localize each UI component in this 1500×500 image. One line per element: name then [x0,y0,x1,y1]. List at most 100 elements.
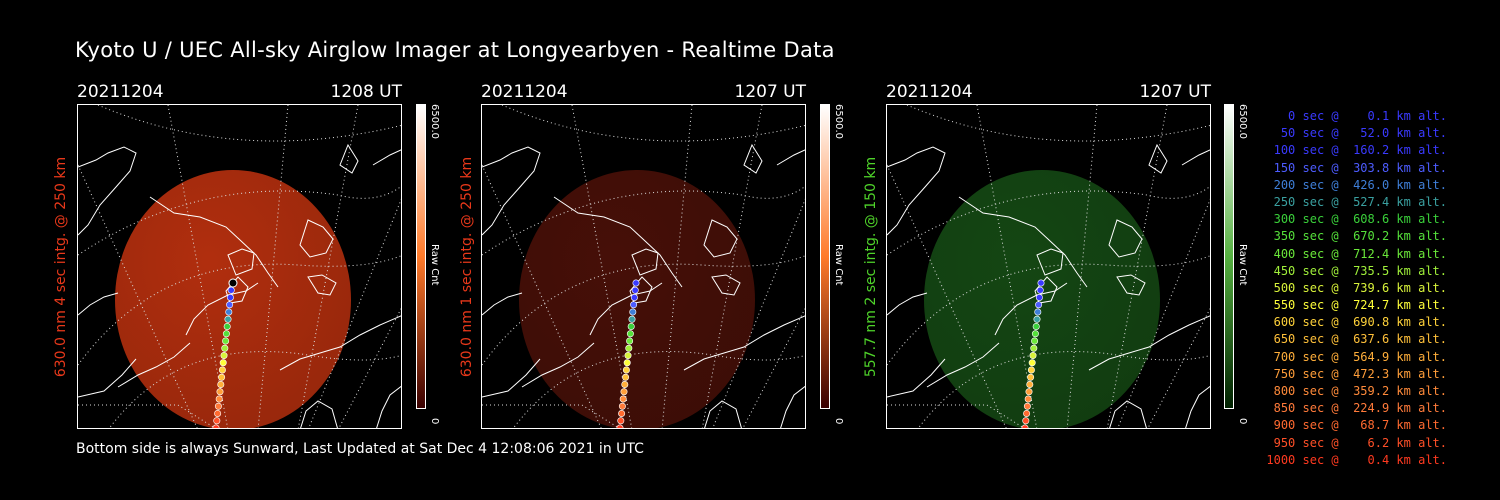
imager-panel-2: 20211204 1207 UT [481,82,806,430]
trajectory-point [223,323,231,331]
trajectory-point [1029,352,1037,360]
panel-2-colorbar [820,104,830,409]
legend-row: 550 sec @ 724.7 km alt. [1266,298,1447,313]
trajectory-point [1027,366,1035,374]
legend-row: 50 sec @ 52.0 km alt. [1266,126,1447,141]
trajectory-point [224,315,232,323]
allsky-image[interactable] [481,104,806,429]
coastline [307,274,337,296]
coastline [225,276,249,304]
coastline [482,292,523,316]
trajectory-point [1024,395,1032,403]
trajectory-point [1037,279,1045,287]
coastline [631,248,659,276]
coastline [1109,400,1147,428]
trajectory-point [227,286,235,294]
legend-row: 1000 sec @ 0.4 km alt. [1266,452,1447,467]
allsky-image[interactable] [77,104,402,429]
coastline [149,196,279,288]
trajectory-point [620,388,628,396]
trajectory-point [628,315,636,323]
trajectory-point [1027,373,1035,381]
trajectory-point [1022,417,1030,425]
legend-row: 250 sec @ 527.4 km alt. [1266,194,1447,209]
coastline [482,358,541,398]
trajectory-point [1023,409,1031,417]
trajectory-point [1035,301,1043,309]
trajectory-point [630,301,638,309]
trajectory-point [218,373,226,381]
trajectory-point [214,402,222,410]
coastline [629,276,653,304]
trajectory-point [226,294,234,302]
colorbar-unit-text: Raw Cnt [1237,244,1248,286]
colorbar-unit-text: Raw Cnt [833,244,844,286]
trajectory-point [632,279,640,287]
panel-3-label-text: 557.7 nm 2 sec intg. @ 150 km [863,156,879,377]
trajectory-point [1030,344,1038,352]
coastline [339,143,359,174]
trajectory-point [222,330,230,338]
trajectory-point [1036,286,1044,294]
legend-row: 0 sec @ 0.1 km alt. [1266,109,1447,123]
trajectory-point [1023,402,1031,410]
panel-date: 20211204 [481,82,568,102]
colorbar-min-text: 0 [429,418,440,425]
coastline [78,292,119,316]
colorbar-unit-text: Raw Cnt [429,244,440,286]
trajectory-point [630,294,638,302]
coastline [78,358,137,398]
coastline [683,315,805,371]
coastline [780,385,805,428]
coastline [553,196,683,288]
legend-row: 750 sec @ 472.3 km alt. [1266,366,1447,381]
imager-panel-3: 20211204 1207 UT [886,82,1211,430]
trajectory-point [1033,315,1041,323]
coastline [279,315,401,371]
allsky-image[interactable] [886,104,1211,429]
trajectory-point [219,359,227,367]
trajectory-point [1034,308,1042,316]
coastline [227,248,255,276]
coastline [589,282,663,336]
allsky-map-svg [887,105,1210,428]
legend-row: 950 sec @ 6.2 km alt. [1266,435,1447,450]
panel-3-colorbar [1224,104,1234,409]
panel-1-label-text: 630.0 nm 4 sec intg. @ 250 km [53,156,69,377]
current-position-marker [228,278,238,288]
trajectory-point [624,352,632,360]
trajectory-point [623,359,631,367]
legend-row: 900 sec @ 68.7 km alt. [1266,418,1447,433]
coastline [1034,276,1058,304]
trajectory-point [1032,323,1040,331]
coastline [703,219,738,258]
legend-row: 500 sec @ 739.6 km alt. [1266,280,1447,295]
panel-time: 1207 UT [1139,82,1212,102]
coastline [78,146,137,236]
coastline [1116,274,1146,296]
legend-row: 450 sec @ 735.5 km alt. [1266,263,1447,278]
footer-status: Bottom side is always Sunward, Last Upda… [76,441,644,457]
legend-row: 600 sec @ 690.8 km alt. [1266,315,1447,330]
trajectory-point [218,366,226,374]
coastline [372,149,401,166]
trajectory-point [1031,337,1039,345]
trajectory-point [621,380,629,388]
legend-row: 650 sec @ 637.6 km alt. [1266,332,1447,347]
coastline [958,196,1088,288]
colorbar-max-text: 6500.0 [833,104,844,139]
coastline [994,282,1068,336]
coastline [1181,149,1210,166]
legend-row: 700 sec @ 564.9 km alt. [1266,349,1447,364]
legend-row: 200 sec @ 426.0 km alt. [1266,177,1447,192]
trajectory-point [619,395,627,403]
trajectory-point [225,308,233,316]
trajectory-point [622,373,630,381]
trajectory-point [1031,330,1039,338]
trajectory-point [622,366,630,374]
trajectory-point [625,344,633,352]
coastline [482,146,541,236]
coastline [887,292,928,316]
coastline [117,342,191,388]
trajectory-point [1035,294,1043,302]
